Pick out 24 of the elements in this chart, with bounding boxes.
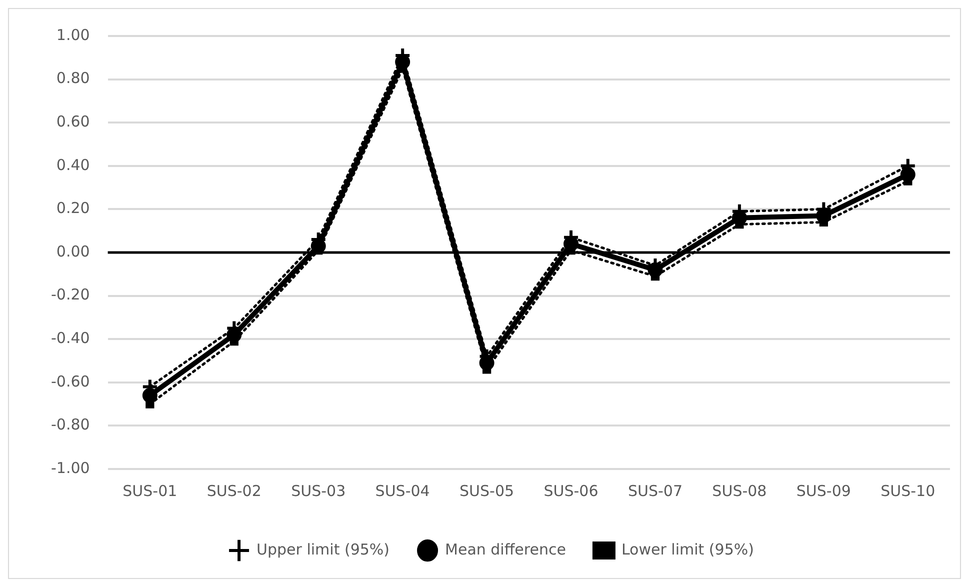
y-tick-label: -0.40 <box>51 328 90 347</box>
x-tick-label: SUS-08 <box>712 482 767 500</box>
x-tick-label: SUS-04 <box>375 482 430 500</box>
y-tick-label: -0.60 <box>51 372 90 390</box>
y-tick-label: 0.00 <box>56 242 90 260</box>
legend-label: Mean difference <box>445 540 566 558</box>
x-tick-label: SUS-07 <box>628 482 682 500</box>
y-tick-label: 0.60 <box>56 112 90 130</box>
x-tick-label: SUS-02 <box>206 482 262 500</box>
x-tick-label: SUS-06 <box>544 482 598 500</box>
x-tick-label: SUS-10 <box>880 482 936 500</box>
y-tick-label: 0.40 <box>56 156 90 174</box>
y-tick-label: -0.20 <box>51 286 90 304</box>
y-tick-label: 0.80 <box>56 69 90 88</box>
y-tick-label: -1.00 <box>51 458 90 477</box>
y-tick-label: 1.00 <box>56 26 90 44</box>
x-tick-label: SUS-05 <box>460 482 514 500</box>
x-tick-label: SUS-01 <box>122 482 178 500</box>
x-tick-label: SUS-09 <box>796 482 851 500</box>
x-tick-label: SUS-03 <box>291 482 346 500</box>
legend-label: Upper limit (95%) <box>256 540 390 558</box>
y-tick-label: 0.20 <box>56 199 90 218</box>
legend-label: Lower limit (95%) <box>621 540 754 558</box>
y-tick-label: -0.80 <box>51 416 90 434</box>
